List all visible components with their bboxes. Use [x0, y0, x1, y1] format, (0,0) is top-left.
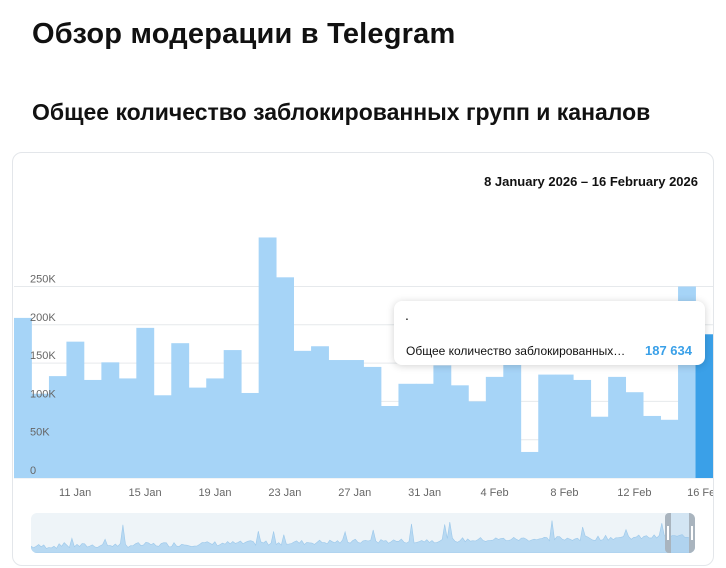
x-tick-label: 23 Jan	[268, 487, 301, 499]
x-tick-label: 15 Jan	[129, 487, 162, 499]
x-tick-label: 27 Jan	[338, 487, 371, 499]
bar[interactable]	[14, 317, 32, 478]
right-handle[interactable]	[691, 526, 693, 540]
bar[interactable]	[311, 346, 329, 478]
bar[interactable]	[258, 237, 277, 478]
bar[interactable]	[83, 379, 102, 478]
bar[interactable]	[520, 451, 539, 478]
bar[interactable]	[433, 365, 452, 478]
bar[interactable]	[118, 378, 137, 478]
x-tick-label: 12 Feb	[617, 487, 651, 499]
bar[interactable]	[380, 405, 399, 478]
y-tick-label: 200K	[30, 312, 56, 324]
y-tick-label: 250K	[30, 274, 56, 286]
bar[interactable]	[276, 277, 294, 478]
bar-chart: 0 50K 100K 150K 200K 250K 11 Jan 15 Jan 19 Jan 23…	[14, 237, 713, 499]
tooltip-date: .	[405, 307, 409, 323]
chart-card: 8 January 2026 – 16 February 2026 0 50K 10…	[12, 152, 714, 566]
chart-tooltip: . Общее количество заблокированных групп…	[394, 301, 705, 365]
bar[interactable]	[643, 415, 661, 478]
bar[interactable]	[223, 350, 242, 478]
bar[interactable]	[206, 378, 225, 478]
bar[interactable]	[153, 395, 172, 478]
bar[interactable]	[66, 341, 85, 478]
x-tick-label: 31 Jan	[408, 487, 441, 499]
section-title: Общее количество заблокированных групп и…	[32, 99, 651, 125]
bar[interactable]	[346, 360, 364, 478]
bar[interactable]	[625, 392, 644, 478]
x-tick-label: 16 Feb	[687, 487, 713, 499]
bar[interactable]	[328, 360, 347, 478]
bar[interactable]	[538, 374, 557, 478]
y-tick-label: 0	[30, 465, 36, 477]
bar[interactable]	[695, 334, 713, 478]
bar[interactable]	[485, 376, 504, 478]
bar[interactable]	[503, 364, 522, 478]
x-tick-label: 8 Feb	[550, 487, 578, 499]
bar[interactable]	[468, 401, 487, 478]
bar[interactable]	[188, 387, 207, 478]
bar[interactable]	[415, 383, 434, 478]
bar[interactable]	[450, 385, 469, 478]
y-tick-label: 50K	[30, 427, 50, 439]
bar[interactable]	[241, 392, 260, 478]
bar[interactable]	[363, 366, 382, 478]
bar[interactable]	[101, 362, 120, 478]
navigator-preview	[31, 520, 695, 553]
bar[interactable]	[171, 343, 190, 478]
bar[interactable]	[136, 327, 155, 478]
bar[interactable]	[293, 350, 312, 478]
bar[interactable]	[590, 416, 609, 478]
navigator-window[interactable]	[665, 513, 695, 553]
left-handle[interactable]	[667, 526, 669, 540]
x-tick-label: 11 Jan	[59, 487, 91, 499]
tooltip-series-label: Общее количество заблокированных групп и…	[406, 344, 626, 358]
y-tick-label: 100K	[30, 388, 56, 400]
range-navigator[interactable]	[31, 513, 695, 553]
bar[interactable]	[660, 419, 679, 478]
bar[interactable]	[608, 376, 627, 478]
bar[interactable]	[48, 376, 67, 478]
bar[interactable]	[398, 383, 417, 478]
bar[interactable]	[555, 374, 574, 478]
x-tick-label: 4 Feb	[480, 487, 508, 499]
x-tick-label: 19 Jan	[198, 487, 231, 499]
y-tick-label: 150K	[30, 350, 56, 362]
page-title: Обзор модерации в Telegram	[32, 18, 456, 50]
bar[interactable]	[31, 393, 50, 478]
bar[interactable]	[573, 379, 592, 478]
tooltip-value: 187 634	[645, 343, 692, 358]
navigator-area	[31, 520, 695, 553]
date-range-label: 8 January 2026 – 16 February 2026	[484, 174, 698, 189]
